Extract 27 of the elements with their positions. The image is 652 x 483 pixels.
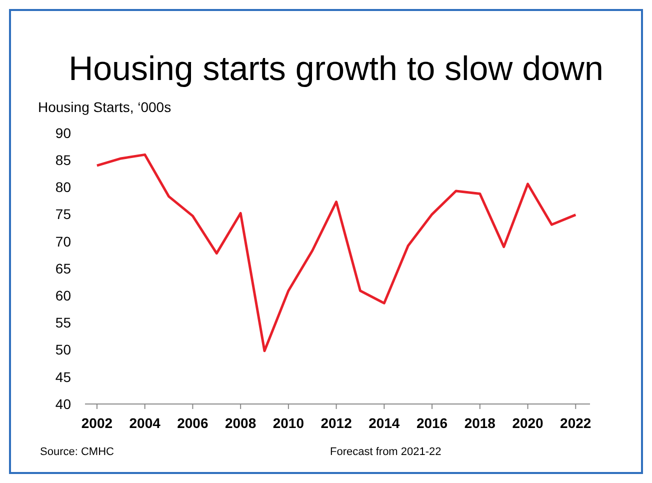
x-tick-label: 2020 bbox=[512, 415, 544, 431]
y-tick-label: 70 bbox=[55, 233, 72, 250]
y-tick-label: 80 bbox=[55, 179, 72, 196]
y-tick-label: 50 bbox=[55, 342, 72, 358]
y-tick-label: 90 bbox=[55, 124, 72, 141]
x-tick-label: 2002 bbox=[81, 415, 113, 431]
x-tick-label: 2006 bbox=[177, 415, 208, 431]
source-note: Source: CMHC bbox=[40, 446, 114, 458]
x-tick-label: 2008 bbox=[224, 415, 256, 431]
y-axis-title: Housing Starts, ‘000s bbox=[38, 99, 172, 115]
y-tick-label: 45 bbox=[55, 368, 72, 385]
x-tick-label: 2012 bbox=[320, 415, 352, 431]
y-tick-label: 65 bbox=[55, 260, 72, 276]
x-tick-label: 2022 bbox=[560, 415, 592, 431]
text: Forecast from 2021-22 bbox=[330, 446, 442, 458]
x-tick-label: 2016 bbox=[416, 415, 448, 431]
y-tick-label: 75 bbox=[55, 206, 72, 222]
y-tick-label: 85 bbox=[55, 152, 72, 168]
x-tick-label: 2010 bbox=[272, 415, 304, 431]
x-tick-label: 2004 bbox=[129, 415, 161, 431]
chart-title: Housing starts growth to slow down bbox=[68, 50, 604, 88]
y-tick-label: 60 bbox=[55, 288, 72, 304]
line-series bbox=[96, 153, 577, 352]
x-tick-label: 2018 bbox=[464, 415, 496, 431]
x-tick-label: 2014 bbox=[368, 415, 400, 431]
y-tick-label: 55 bbox=[55, 314, 72, 331]
y-tick-label: 40 bbox=[55, 396, 72, 412]
